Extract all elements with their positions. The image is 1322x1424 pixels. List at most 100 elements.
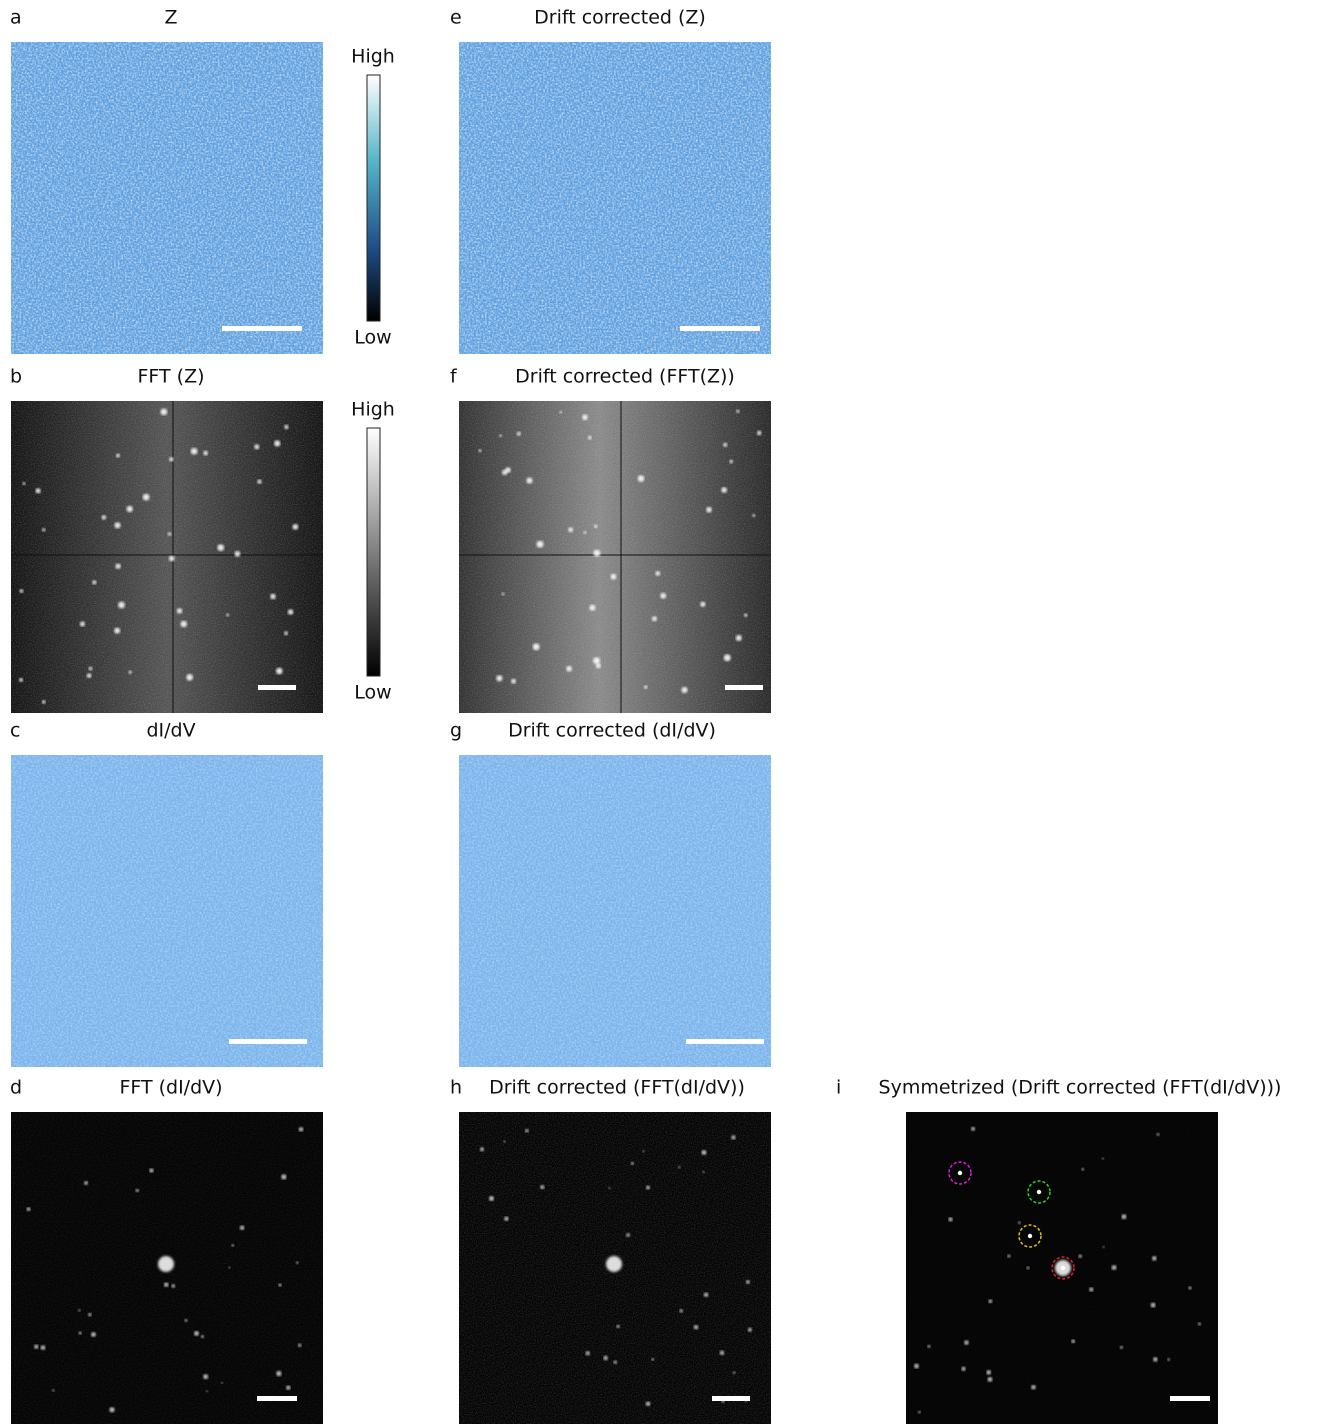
fft-spot xyxy=(286,1386,290,1390)
panel-image xyxy=(459,42,771,354)
fft-spot xyxy=(681,687,687,693)
fft-spot xyxy=(201,1335,204,1338)
fft-spot xyxy=(235,551,241,557)
fft-spot xyxy=(143,494,150,501)
fft-spot xyxy=(1103,1246,1105,1248)
fft-spot xyxy=(593,657,600,664)
panel-title: Drift corrected (FFT(dI/dV)) xyxy=(489,1077,745,1099)
panel-title: Drift corrected (dI/dV) xyxy=(508,720,716,742)
fft-spot xyxy=(537,541,544,548)
fft-spot xyxy=(1079,1255,1082,1258)
fft-spot xyxy=(79,1332,82,1335)
panel-letter: g xyxy=(450,720,462,742)
fft-spot xyxy=(660,593,666,599)
fft-spot xyxy=(1153,1357,1157,1361)
fft-spot xyxy=(752,514,755,517)
fft-spot xyxy=(231,1244,234,1247)
fft-spot xyxy=(1188,1286,1191,1289)
fft-spot xyxy=(127,506,133,512)
page: {"panels": [ {"letter": "a", "title": "Z… xyxy=(0,0,1322,1424)
panel-letter: h xyxy=(450,1077,462,1099)
fft-spot xyxy=(631,1162,634,1165)
fft-spot xyxy=(169,556,175,562)
fft-spot xyxy=(161,409,168,416)
panel-title: dI/dV xyxy=(146,720,195,742)
fft-spot xyxy=(583,531,586,534)
fft-spot xyxy=(257,480,261,484)
fft-spot xyxy=(296,1262,299,1265)
panel-title: Drift corrected (Z) xyxy=(534,7,706,29)
panel-letter: d xyxy=(10,1077,22,1099)
fft-spot xyxy=(217,544,224,551)
fft-spot xyxy=(617,1325,620,1328)
fft-spot xyxy=(694,1325,698,1329)
image-texture xyxy=(459,42,771,354)
fft-spot xyxy=(172,1284,176,1288)
fft-spot xyxy=(284,425,288,429)
colorbar xyxy=(367,75,380,321)
fft-spot xyxy=(1167,1358,1170,1361)
panel-letter: c xyxy=(10,720,20,742)
fft-spot xyxy=(169,457,173,461)
fft-spot xyxy=(281,1174,286,1179)
fft-spot xyxy=(655,571,660,576)
scale-bar xyxy=(229,1039,307,1044)
figure: aZbFFT (Z)cdI/dVdFFT (dI/dV)eDrift corre… xyxy=(0,0,1322,1424)
fft-spot xyxy=(118,602,125,609)
fft-spot xyxy=(559,411,562,414)
fft-spot xyxy=(594,525,597,528)
fft-spot xyxy=(186,674,193,681)
panel-image xyxy=(459,401,771,713)
scale-bar xyxy=(258,685,296,690)
fft-spot xyxy=(651,1358,654,1361)
fft-spot xyxy=(748,1328,752,1332)
fft-spot xyxy=(614,1361,617,1364)
fft-spot xyxy=(642,1150,644,1152)
fft-spot xyxy=(949,1217,953,1221)
panel-title: Symmetrized (Drift corrected (FFT(dI/dV)… xyxy=(879,1077,1282,1099)
image-texture xyxy=(11,401,323,713)
fft-spot xyxy=(278,1284,281,1287)
fft-spot xyxy=(87,673,92,678)
scale-bar xyxy=(680,326,760,331)
fft-spot xyxy=(1120,1346,1123,1349)
image-texture xyxy=(11,755,323,1067)
fft-spot xyxy=(23,482,26,485)
fft-spot xyxy=(988,1299,992,1303)
fft-spot xyxy=(20,589,24,593)
fft-spot xyxy=(84,1181,88,1185)
fft-spot xyxy=(496,675,502,681)
fft-spot xyxy=(102,515,107,520)
center-spot xyxy=(606,1256,622,1272)
fft-spot xyxy=(918,1411,921,1414)
panel-letter: f xyxy=(450,366,458,388)
fft-spot xyxy=(288,609,293,614)
fft-spot xyxy=(136,1189,139,1192)
fft-spot xyxy=(42,700,46,704)
fft-spot xyxy=(191,448,198,455)
fft-spot xyxy=(721,487,727,493)
fft-spot xyxy=(185,1319,188,1322)
fft-spot xyxy=(702,1150,707,1155)
marker-spot xyxy=(958,1171,962,1175)
fft-spot xyxy=(116,454,120,458)
panel-image xyxy=(11,42,323,354)
fft-spot xyxy=(638,475,645,482)
fft-spot xyxy=(962,1367,966,1371)
panel-title: Z xyxy=(164,7,177,29)
fft-spot xyxy=(964,1340,968,1344)
fft-spot xyxy=(91,1332,96,1337)
fft-spot xyxy=(27,1207,31,1211)
fft-spot xyxy=(511,679,516,684)
fft-spot xyxy=(1112,1265,1117,1270)
fft-spot xyxy=(700,602,705,607)
fft-spot xyxy=(586,1351,590,1355)
fft-spot xyxy=(914,1364,919,1369)
fft-spot xyxy=(284,631,288,635)
fft-spot xyxy=(723,443,727,447)
fft-spot xyxy=(566,666,572,672)
fft-spot xyxy=(729,460,733,464)
fft-spot xyxy=(42,528,45,531)
fft-spot xyxy=(89,667,93,671)
fft-spot xyxy=(203,1374,208,1379)
